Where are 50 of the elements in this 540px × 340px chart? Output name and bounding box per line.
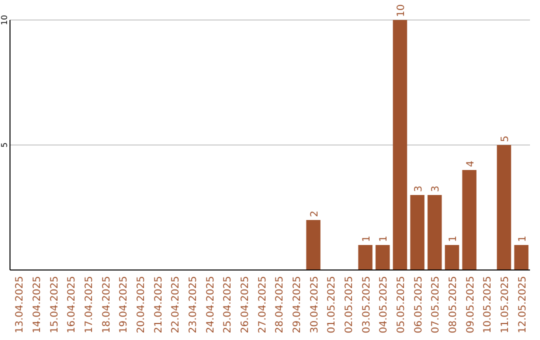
x-tick-label: 27.04.2025 [257, 276, 268, 334]
bar [376, 245, 390, 270]
x-tick-label: 30.04.2025 [309, 276, 320, 334]
bar [496, 145, 512, 270]
data-label: 2 [309, 210, 320, 217]
x-tick-label: 23.04.2025 [188, 276, 199, 334]
bar [444, 245, 460, 270]
data-label: 1 [448, 236, 459, 242]
x-tick-label: 02.05.2025 [344, 276, 355, 334]
bar [514, 245, 528, 270]
data-label: 1 [517, 236, 528, 242]
x-tick-label: 19.04.2025 [118, 276, 130, 334]
x-tick-label: 15.04.2025 [49, 276, 60, 334]
bar [428, 195, 442, 270]
x-tick-label: 24.04.2025 [205, 276, 216, 334]
bar [392, 20, 408, 270]
x-tick-label: 14.04.2025 [32, 276, 43, 334]
bar [462, 170, 476, 270]
x-tick-label: 22.04.2025 [170, 276, 182, 334]
x-tick-label: 10.05.2025 [482, 276, 494, 334]
x-tick-label: 04.05.2025 [378, 276, 390, 334]
x-tick-label: 11.05.2025 [500, 276, 511, 334]
x-tick-label: 08.05.2025 [448, 276, 459, 334]
x-tick-label: 07.05.2025 [430, 276, 442, 334]
x-tick-label: 17.04.2025 [84, 276, 95, 334]
data-label: 3 [413, 186, 424, 192]
x-tick-label: 01.05.2025 [326, 276, 338, 334]
data-label: 10 [396, 4, 407, 17]
x-tick-label: 05.05.2025 [396, 276, 407, 334]
data-label: 1 [378, 236, 390, 242]
x-tick-label: 29.04.2025 [292, 276, 303, 334]
bar [410, 195, 424, 270]
data-label: 1 [361, 236, 372, 242]
x-tick-label: 12.05.2025 [517, 276, 528, 334]
x-tick-label: 21.04.2025 [153, 276, 164, 334]
data-label: 3 [430, 186, 442, 192]
x-tick-label: 06.05.2025 [413, 276, 424, 334]
x-tick-label: 03.05.2025 [361, 276, 372, 334]
x-tick-label: 25.04.2025 [222, 276, 234, 334]
bar [306, 220, 320, 270]
data-label: 4 [465, 160, 476, 167]
x-tick-label: 28.04.2025 [274, 276, 286, 334]
x-tick-label: 26.04.2025 [240, 276, 251, 334]
x-tick-label: 16.04.2025 [66, 276, 78, 334]
bar [358, 245, 372, 270]
x-tick-label: 20.04.2025 [136, 276, 147, 334]
x-tick-label: 18.04.2025 [101, 276, 112, 334]
data-label: 5 [500, 136, 511, 142]
x-tick-label: 13.04.2025 [14, 276, 26, 334]
x-tick-label: 09.05.2025 [465, 276, 476, 334]
